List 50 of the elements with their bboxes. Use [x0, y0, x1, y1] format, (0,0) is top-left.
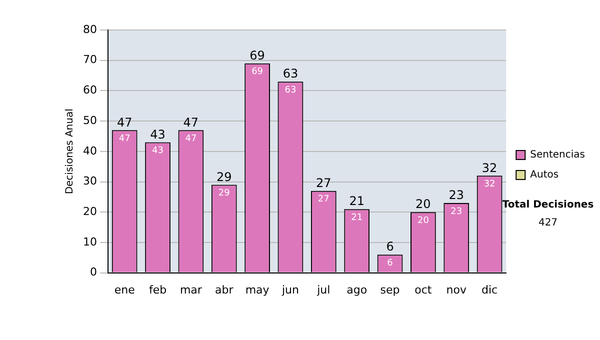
total-label: 47 [116, 115, 132, 130]
total-label: 20 [416, 197, 431, 212]
x-tick-label: may [245, 283, 270, 296]
data-label: 27 [318, 194, 330, 205]
total-label: 21 [349, 194, 364, 208]
data-label: 6 [387, 258, 394, 268]
x-tick-label: ago [346, 283, 368, 296]
data-label: 69 [252, 67, 264, 78]
text: 427 [538, 218, 558, 229]
y-tick-label: 0 [90, 266, 97, 279]
y-tick-label: 80 [82, 22, 97, 36]
annotation: Total Decisiones [502, 200, 594, 211]
y-tick-label: 30 [82, 174, 97, 188]
total-label: 23 [448, 188, 464, 202]
y-tick-label: 10 [82, 235, 97, 248]
x-tick-label: dic [482, 283, 498, 296]
legend-label: Sentencias [530, 150, 586, 161]
data-label: 23 [450, 206, 462, 217]
y-tick-label: 70 [82, 53, 97, 66]
data-label: 32 [484, 180, 496, 190]
total-label: 29 [216, 170, 232, 184]
data-label: 43 [152, 146, 164, 156]
x-tick-label: jul [316, 283, 330, 296]
y-axis-title: Decisiones Anual [64, 108, 76, 194]
y-tick-label: 60 [82, 84, 97, 97]
x-tick-label: feb [148, 283, 167, 296]
data-label: 47 [118, 134, 130, 144]
x-tick-label: mar [180, 283, 202, 296]
data-label: 20 [417, 216, 430, 226]
total-label: 6 [386, 240, 394, 254]
data-label: 21 [351, 212, 363, 223]
legend-label: Autos [530, 170, 559, 181]
total-label: 27 [316, 176, 332, 190]
x-tick-label: jun [280, 283, 300, 296]
total-label: 69 [250, 48, 265, 63]
y-tick-label: 40 [82, 144, 97, 158]
total-label: 43 [150, 127, 166, 142]
x-tick-label: abr [214, 283, 234, 296]
y-tick-label: 50 [82, 114, 97, 127]
x-tick-label: ene [114, 283, 136, 296]
total-label: 63 [282, 66, 298, 81]
x-tick-label: sep [380, 283, 400, 296]
y-tick-label: 20 [82, 204, 97, 218]
total-label: 47 [183, 115, 199, 130]
data-label: 29 [218, 188, 230, 199]
x-tick-label: oct [414, 283, 432, 296]
x-tick-label: nov [446, 283, 467, 296]
data-label: 47 [185, 134, 197, 144]
total-label: 32 [482, 160, 498, 175]
data-label: 63 [284, 85, 296, 96]
